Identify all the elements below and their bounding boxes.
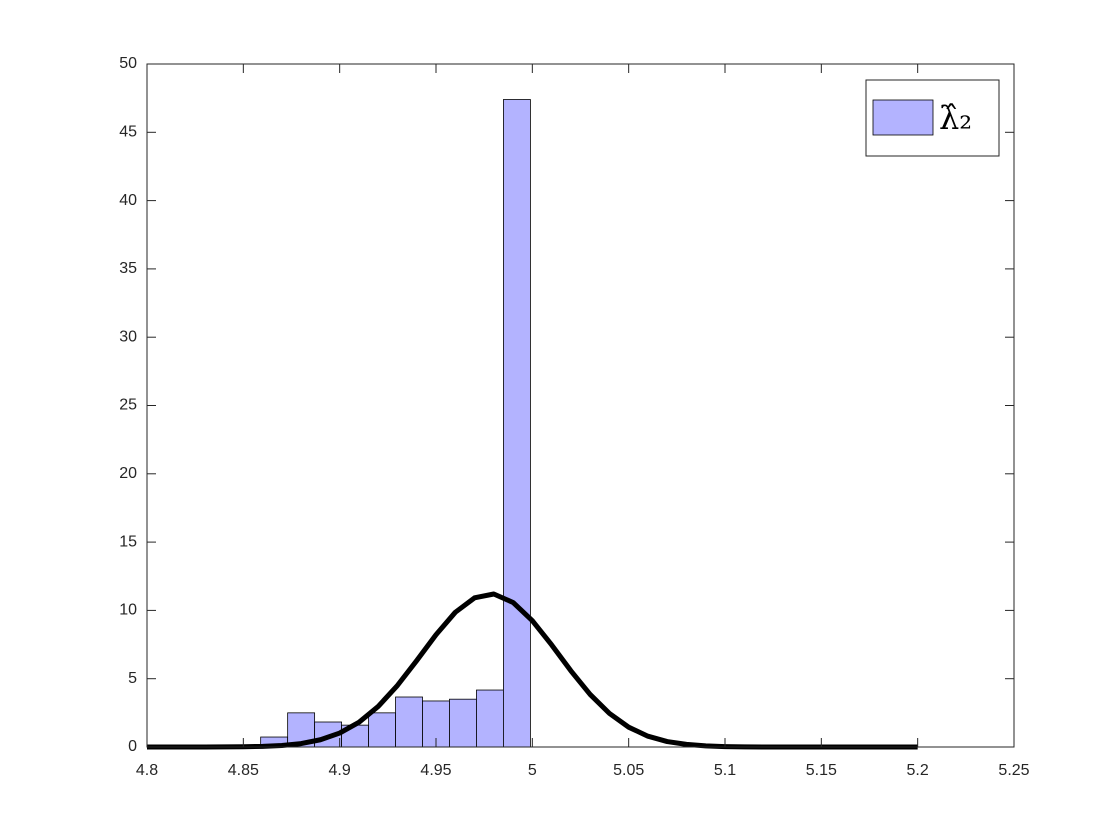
x-tick-label: 4.8 xyxy=(136,762,158,779)
y-tick-label: 35 xyxy=(119,260,137,277)
y-tick-label: 25 xyxy=(119,397,137,414)
bar xyxy=(368,712,396,748)
bar xyxy=(476,689,504,748)
legend-label: λ̂₂ xyxy=(939,99,972,137)
legend-swatch xyxy=(872,99,934,136)
y-tick-label: 30 xyxy=(119,328,137,345)
y-tick-label: 45 xyxy=(119,124,137,141)
bar xyxy=(449,698,477,748)
x-tick-label: 5 xyxy=(528,762,537,779)
x-tick-label: 5.2 xyxy=(907,762,929,779)
plot-area xyxy=(147,64,1014,747)
y-tick-label: 5 xyxy=(128,670,137,687)
x-tick-label: 5.25 xyxy=(998,762,1029,779)
y-tick-label: 15 xyxy=(119,533,137,550)
y-tick-label: 50 xyxy=(119,55,137,72)
x-tick-label: 4.9 xyxy=(329,762,351,779)
bar xyxy=(503,99,531,748)
y-tick-label: 10 xyxy=(119,602,137,619)
y-tick-label: 0 xyxy=(128,738,137,755)
x-tick-label: 5.1 xyxy=(714,762,736,779)
x-tick-label: 4.85 xyxy=(228,762,259,779)
x-tick-label: 4.95 xyxy=(420,762,451,779)
bar xyxy=(395,696,423,748)
y-tick-label: 40 xyxy=(119,192,137,209)
x-tick-label: 5.05 xyxy=(613,762,644,779)
y-tick-label: 20 xyxy=(119,465,137,482)
x-tick-label: 5.15 xyxy=(806,762,837,779)
